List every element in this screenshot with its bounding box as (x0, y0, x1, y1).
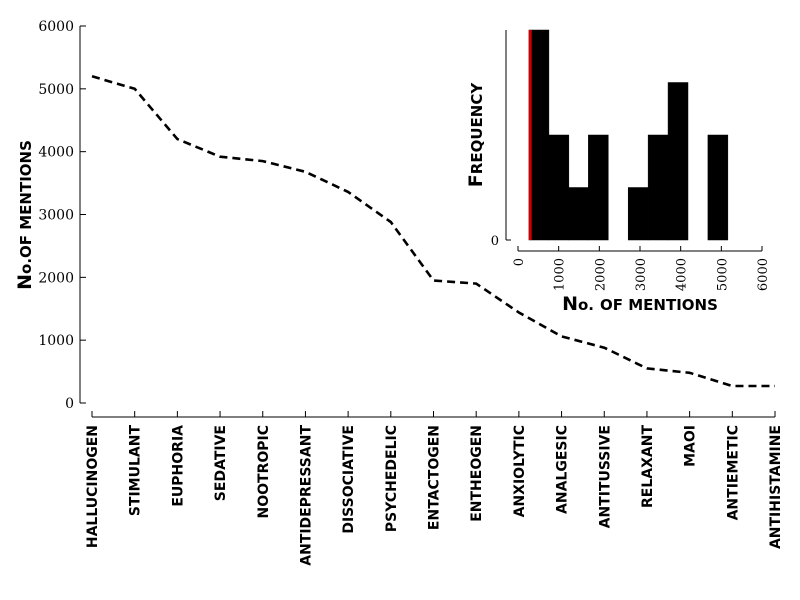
category-label: ENTHEOGEN (469, 425, 485, 522)
histogram-bar (588, 134, 609, 241)
histogram-bar (548, 134, 570, 241)
inset-y-ticks: 0 (491, 234, 511, 249)
inset-x-tick-label: 0 (512, 258, 527, 266)
inset-x-tick-label: 3000 (634, 258, 649, 291)
histogram-bar (627, 187, 649, 241)
category-label: PSYCHEDELIC (384, 425, 400, 532)
inset-histogram: 0 0 1000 2000 3000 4000 5000 6000 Frequency No… (465, 29, 771, 315)
series-line (91, 75, 775, 388)
histogram-bar (568, 187, 589, 241)
category-label: SEDATIVE (213, 425, 229, 501)
y-tick-label: 0 (65, 396, 74, 412)
y-tick-label: 1000 (38, 333, 74, 349)
histogram-bars (528, 29, 729, 241)
category-label: MAOI (683, 425, 699, 467)
inset-x-axis-title: No. of mentions (562, 293, 718, 315)
category-label: ANTIDEPRESSANT (298, 425, 314, 566)
category-label: DISSOCIATIVE (341, 425, 357, 534)
y-tick-label: 3000 (38, 208, 74, 224)
y-tick-label: 2000 (38, 270, 74, 286)
histogram-bar (707, 134, 729, 241)
category-label: ANXIOLYTIC (512, 425, 528, 517)
category-label: EUPHORIA (170, 425, 186, 507)
histogram-bar (647, 134, 669, 241)
category-label: HALLUCINOGEN (85, 425, 101, 548)
main-y-ticks: 0 1000 2000 3000 4000 5000 6000 (38, 19, 86, 412)
y-tick-label: 4000 (38, 145, 74, 161)
inset-x-tick-label: 2000 (593, 258, 608, 291)
inset-x-tick-label: 4000 (675, 258, 690, 291)
category-label: ANALGESIC (555, 425, 571, 514)
inset-x-tick-label: 6000 (756, 258, 771, 291)
main-x-ticks: HALLUCINOGEN STIMULANT EUPHORIA SEDATIVE NOO… (85, 411, 784, 566)
histogram-bar (667, 82, 689, 241)
y-tick-label: 6000 (38, 19, 74, 35)
histogram-bar (528, 29, 550, 241)
inset-x-ticks: 0 1000 2000 3000 4000 5000 6000 (512, 246, 771, 291)
category-label: ANTIHISTAMINE (768, 425, 784, 549)
category-label: STIMULANT (128, 425, 144, 517)
main-line-chart: 0 1000 2000 3000 4000 5000 6000 HALLUCINOGEN ST… (14, 19, 784, 566)
category-label: NOOTROPIC (256, 425, 272, 519)
inset-x-tick-label: 5000 (715, 258, 730, 291)
inset-x-tick-label: 1000 (553, 258, 568, 291)
inset-y-tick-label: 0 (491, 234, 499, 249)
main-y-axis-title: No.of mentions (14, 140, 36, 290)
category-label: ANTITUSSIVE (597, 425, 613, 528)
category-label: ENTACTOGEN (427, 425, 443, 530)
y-tick-label: 5000 (38, 82, 74, 98)
category-label: RELAXANT (640, 425, 656, 508)
category-label: ANTIEMETIC (725, 425, 741, 520)
inset-y-axis-title: Frequency (465, 82, 487, 188)
